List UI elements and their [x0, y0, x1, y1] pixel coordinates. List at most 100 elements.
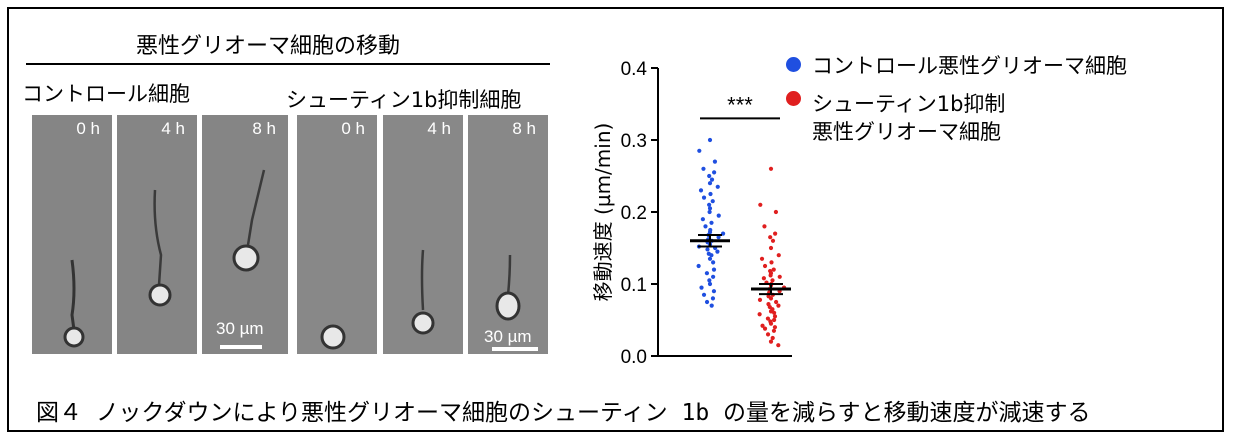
legend-label-knockdown-2: 悪性グリオーマ細胞	[812, 120, 1001, 144]
data-point	[774, 299, 779, 305]
cell-image	[202, 115, 288, 354]
y-tick-label: 0.3	[621, 131, 647, 152]
data-point	[715, 249, 720, 254]
scale-bar-label: 30 µm	[216, 319, 264, 338]
data-point	[760, 323, 765, 328]
data-point	[716, 213, 721, 218]
data-point	[711, 274, 716, 279]
data-point	[768, 339, 774, 344]
data-point	[759, 256, 765, 261]
legend-label-knockdown-1: シューティン1b抑制	[812, 92, 1006, 116]
data-point	[762, 326, 768, 331]
figure-caption: 図４ ノックダウンにより悪性グリオーマ細胞のシューティン 1b の量を減らすと移…	[36, 400, 1091, 426]
data-point	[771, 328, 777, 333]
data-point	[710, 296, 716, 301]
time-label: 8 h	[512, 119, 536, 138]
data-point	[770, 335, 775, 341]
data-point	[701, 166, 706, 171]
y-tick-label: 0.2	[621, 203, 647, 224]
micrograph-kd-0h: 0 h	[297, 115, 377, 354]
cell-image	[32, 115, 112, 354]
data-point	[696, 263, 701, 269]
data-point	[699, 285, 704, 290]
figure-frame	[7, 7, 1224, 432]
data-point	[703, 224, 708, 229]
data-point	[709, 253, 714, 258]
data-point	[704, 271, 710, 276]
data-point	[772, 325, 778, 330]
data-point	[773, 231, 778, 236]
data-point	[768, 235, 773, 240]
time-label: 0 h	[341, 119, 365, 138]
data-point	[776, 303, 781, 308]
data-point	[709, 220, 714, 225]
data-point	[708, 191, 713, 197]
y-tick-label: 0.1	[621, 275, 647, 296]
group-label-knockdown: シューティン1b抑制細胞	[286, 88, 522, 112]
time-label: 4 h	[427, 119, 451, 138]
data-point	[707, 209, 712, 215]
data-point	[707, 256, 713, 261]
data-point	[768, 309, 774, 314]
data-point	[697, 148, 702, 153]
data-point	[707, 206, 713, 211]
data-point	[711, 260, 716, 265]
panel-title: 悪性グリオーマ細胞の移動	[136, 34, 401, 59]
data-point	[776, 253, 781, 258]
data-point	[770, 278, 775, 283]
micrograph-control-4h: 4 h	[117, 115, 197, 354]
legend-dot-knockdown	[786, 91, 801, 106]
time-label: 4 h	[161, 119, 185, 138]
legend-label-control: コントロール悪性グリオーマ細胞	[812, 54, 1127, 78]
data-point	[707, 202, 712, 207]
data-point	[711, 289, 717, 294]
data-point	[772, 310, 777, 315]
data-point	[758, 202, 763, 207]
scale-bar-label: 30 µm	[484, 327, 532, 346]
significance-label: ***	[727, 92, 753, 117]
micrograph-kd-4h: 4 h	[383, 115, 463, 354]
cell-image	[117, 115, 197, 354]
data-point	[712, 159, 718, 164]
data-point	[757, 312, 762, 317]
data-point	[710, 199, 715, 204]
y-tick-label: 0.4	[621, 59, 648, 80]
data-point	[773, 209, 779, 215]
y-axis-label: 移動速度 (µm/min)	[591, 123, 615, 302]
data-point	[698, 188, 704, 193]
data-point	[768, 166, 774, 171]
data-point	[768, 273, 773, 278]
data-point	[707, 281, 713, 287]
data-point	[701, 195, 707, 200]
data-point	[720, 231, 726, 236]
y-tick-label: 0.0	[621, 347, 647, 368]
data-point	[712, 170, 717, 175]
data-point	[707, 137, 713, 143]
data-point	[701, 292, 707, 297]
data-point	[711, 267, 717, 272]
data-point	[707, 181, 713, 186]
time-label: 0 h	[76, 119, 100, 138]
data-point	[777, 274, 782, 279]
data-point	[715, 184, 720, 189]
data-point	[776, 343, 781, 348]
data-point	[707, 173, 712, 179]
micrograph-control-8h: 8 h 30 µm	[202, 115, 288, 354]
data-point	[707, 278, 712, 283]
micrograph-kd-8h: 8 h 30 µm	[468, 115, 548, 354]
data-point	[768, 321, 774, 326]
group-label-control: コントロール細胞	[22, 82, 190, 106]
data-point	[757, 297, 763, 302]
data-point	[762, 224, 767, 229]
legend-dot-control	[786, 57, 801, 72]
data-point	[765, 316, 771, 321]
data-point	[769, 260, 774, 265]
data-point	[705, 247, 710, 252]
time-label: 8 h	[252, 119, 276, 138]
migration-speed-chart: 0.0 0.1 0.2 0.3 0.4 移動速度 (µm/min) ***	[591, 59, 792, 368]
data-point	[770, 238, 776, 243]
data-point	[772, 317, 777, 323]
data-point	[768, 245, 774, 251]
data-point	[709, 177, 715, 182]
data-point	[709, 303, 714, 308]
